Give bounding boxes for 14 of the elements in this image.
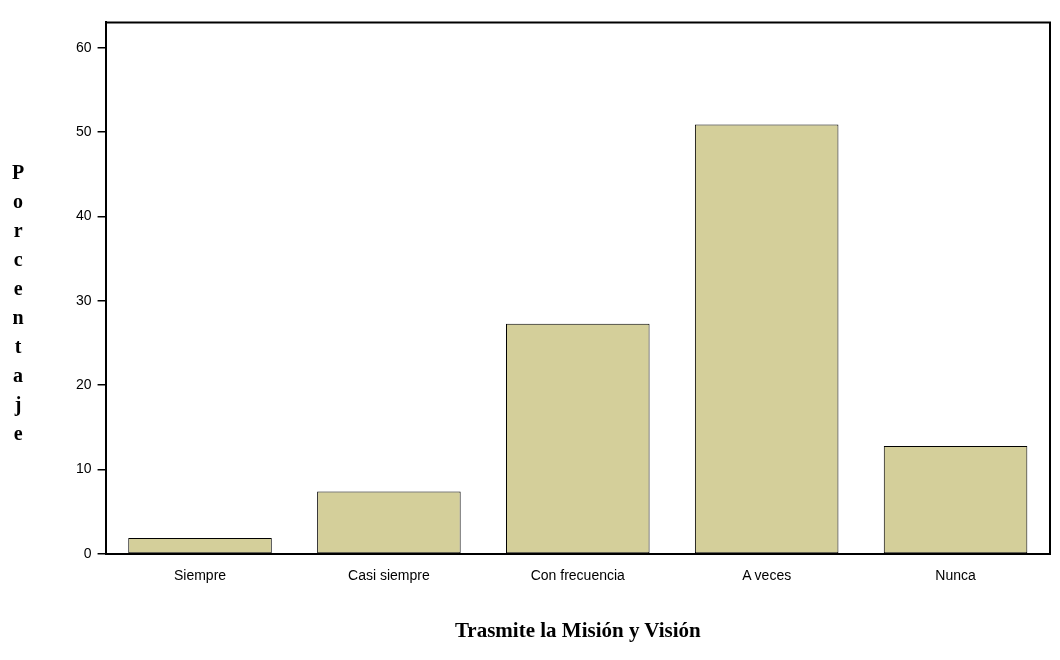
x-tick-label: Con frecuencia [530,567,626,584]
y-tick-label: 10 [75,460,92,477]
x-tick-label: Siempre [173,567,227,584]
y-tick-label: 0 [83,544,92,561]
y-tick-label: 30 [75,291,92,308]
x-tick-label: Nunca [935,567,977,584]
x-axis-title: Trasmite la Misión y Visión [454,617,701,642]
x-tick-label: A veces [742,567,792,584]
x-tick-label: Casi siempre [348,567,430,584]
y-tick-label: 60 [75,38,92,55]
y-tick-label: 20 [75,376,92,393]
y-tick-label: 50 [75,122,92,139]
text: Porcentaje [12,161,25,444]
y-tick-label: 40 [75,207,92,224]
